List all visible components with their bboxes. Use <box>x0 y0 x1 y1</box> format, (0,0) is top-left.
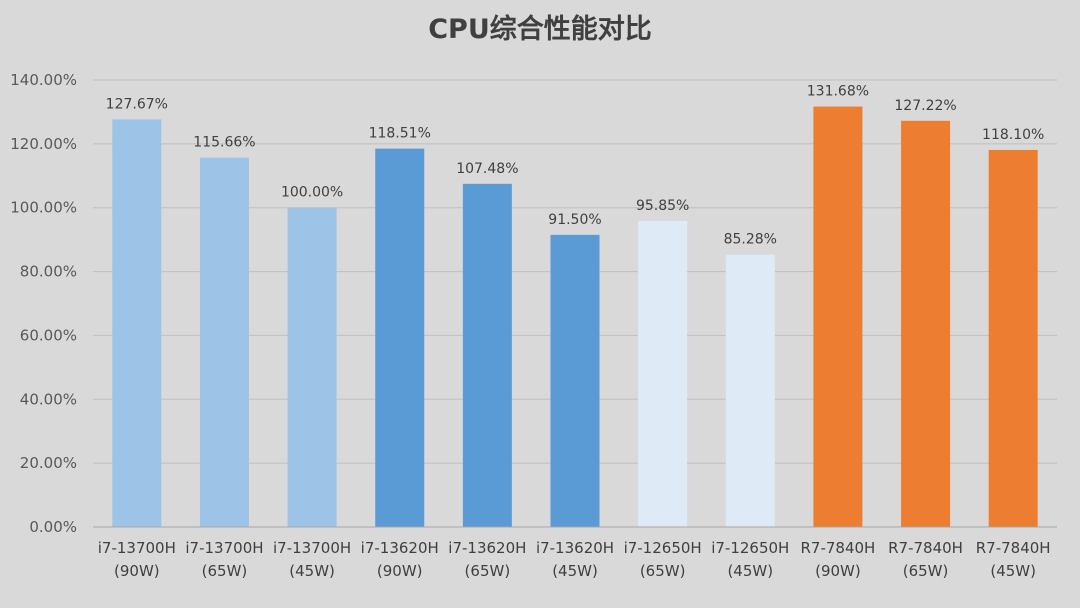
x-category-sublabel: (45W) <box>727 562 773 580</box>
data-label: 127.67% <box>106 96 168 112</box>
x-category-label: i7-13620H <box>448 539 526 557</box>
data-label: 118.51% <box>369 126 431 142</box>
y-tick-label: 140.00% <box>10 71 77 89</box>
bar <box>550 234 600 527</box>
bar <box>375 148 425 527</box>
x-category-sublabel: (65W) <box>202 562 248 580</box>
data-label: 115.66% <box>193 135 255 151</box>
x-category-sublabel: (45W) <box>990 562 1036 580</box>
x-category-sublabel: (90W) <box>114 562 160 580</box>
bar <box>638 220 688 527</box>
data-label: 91.50% <box>548 212 601 228</box>
y-tick-label: 40.00% <box>20 390 77 408</box>
x-category-sublabel: (45W) <box>289 562 335 580</box>
y-tick-label: 80.00% <box>20 263 77 281</box>
bar <box>725 254 775 528</box>
data-labels: 127.67% 115.66% 100.00% 118.51% 107.48% 91.50… <box>106 84 1045 248</box>
x-category-sublabel: (90W) <box>815 562 861 580</box>
data-label: 107.48% <box>456 161 518 177</box>
x-axis-categories: i7-13700H (90W) i7-13700H (65W) i7-13700H (45… <box>98 539 1051 580</box>
x-category-sublabel: (65W) <box>640 562 686 580</box>
x-category-label: i7-12650H <box>624 539 702 557</box>
bars <box>112 106 1038 528</box>
bar <box>199 157 249 527</box>
y-tick-label: 20.00% <box>20 454 77 472</box>
bar <box>813 106 863 527</box>
x-category-label: i7-13700H <box>273 539 351 557</box>
x-category-label: i7-13700H <box>185 539 263 557</box>
y-tick-label: 60.00% <box>20 326 77 344</box>
bar <box>462 183 512 527</box>
data-label: 118.10% <box>982 127 1044 143</box>
x-category-sublabel: (45W) <box>552 562 598 580</box>
y-tick-label: 100.00% <box>10 199 77 217</box>
y-tick-label: 0.00% <box>29 518 77 536</box>
x-category-label: R7-7840H <box>888 539 963 557</box>
data-label: 95.85% <box>636 198 689 214</box>
x-category-label: R7-7840H <box>976 539 1051 557</box>
x-category-label: R7-7840H <box>800 539 875 557</box>
data-label: 131.68% <box>807 84 869 100</box>
y-axis-ticks: 0.00% 20.00% 40.00% 60.00% 80.00% 100.00% 120.… <box>10 71 77 536</box>
bar <box>112 119 162 528</box>
x-category-label: i7-13700H <box>98 539 176 557</box>
chart-title: CPU综合性能对比 <box>428 13 652 45</box>
x-category-label: i7-12650H <box>711 539 789 557</box>
x-category-label: i7-13620H <box>536 539 614 557</box>
data-label: 85.28% <box>724 232 777 248</box>
y-tick-label: 120.00% <box>10 135 77 153</box>
data-label: 100.00% <box>281 185 343 201</box>
x-category-sublabel: (65W) <box>903 562 949 580</box>
bar <box>988 149 1038 527</box>
x-category-sublabel: (90W) <box>377 562 423 580</box>
x-category-sublabel: (65W) <box>465 562 511 580</box>
bar <box>901 120 951 527</box>
bar <box>287 207 337 527</box>
x-category-label: i7-13620H <box>361 539 439 557</box>
data-label: 127.22% <box>894 98 956 114</box>
